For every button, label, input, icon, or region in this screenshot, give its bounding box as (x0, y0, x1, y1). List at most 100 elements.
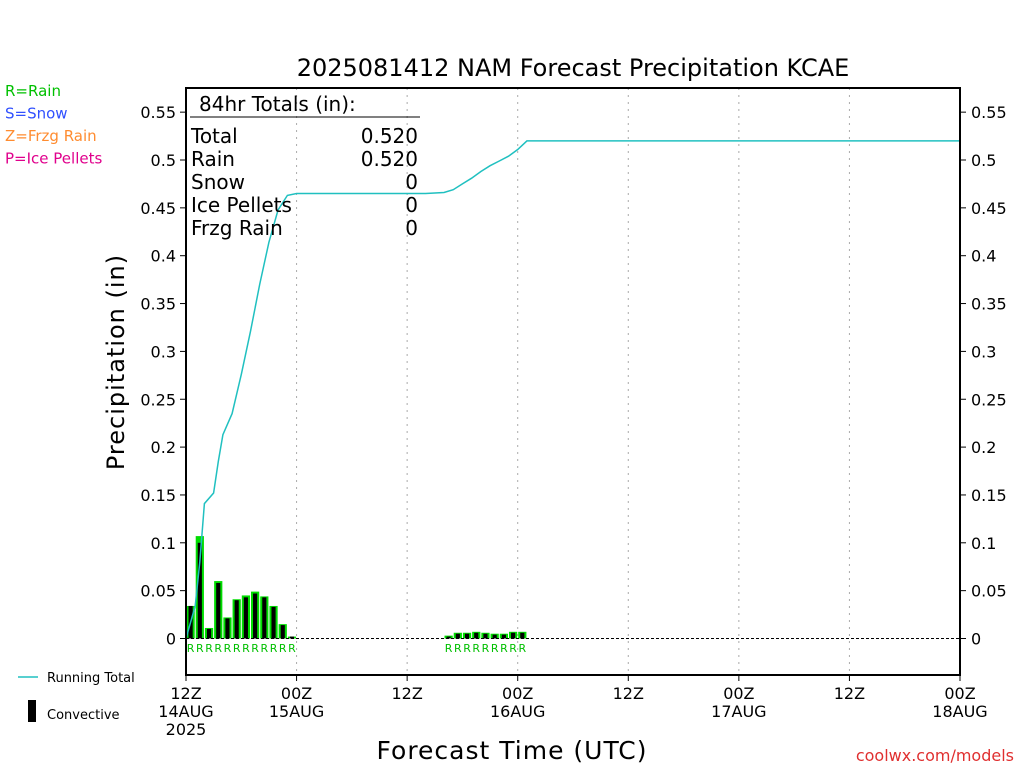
legend: Running Total Convective (18, 671, 135, 723)
y-tick-label-right: 0.5 (971, 151, 996, 170)
totals-row-value: 0 (405, 170, 418, 194)
convective-precip-bar (243, 597, 248, 639)
y-tick-label: 0.4 (151, 247, 176, 266)
y-tick-label-right: 0 (971, 630, 981, 649)
convective-precip-bar (501, 634, 506, 639)
ptype-legend: R=Rain S=Snow Z=Frzg Rain P=Ice Pellets (5, 82, 102, 168)
ptype-letter: R (518, 642, 526, 655)
convective-precip-bar (206, 628, 212, 639)
totals-row-value: 0 (405, 216, 418, 240)
y-tick-label-right: 0.45 (971, 199, 1007, 218)
ptype-letter: R (187, 642, 195, 655)
x-tick-label: 12Z (834, 684, 865, 703)
ptype-legend-item: P=Ice Pellets (5, 150, 102, 168)
totals-header: 84hr Totals (in): (199, 92, 356, 116)
y-tick-label: 0.15 (140, 486, 176, 505)
ptype-letter: R (260, 642, 268, 655)
totals-row-label: Snow (191, 170, 245, 194)
x-tick-label: 14AUG (158, 702, 213, 721)
x-tick-label: 15AUG (269, 702, 324, 721)
y-tick-label-right: 0.4 (971, 247, 996, 266)
convective-precip-bar (271, 606, 276, 639)
ptype-letter: R (491, 642, 499, 655)
legend-running-total-label: Running Total (47, 671, 135, 686)
y-tick-label: 0.25 (140, 390, 176, 409)
y-tick-label: 0.5 (151, 151, 176, 170)
ptype-letter: R (270, 642, 278, 655)
convective-precip-bar (280, 625, 285, 639)
totals-rows: Total 0.520 Rain 0.520 Snow 0 Ice Pellets 0 Frzg… (190, 124, 418, 240)
convective-precip-bar (216, 582, 221, 639)
y-axis-right: 0 0.05 0.1 0.15 0.2 0.25 0.3 0.35 0.4 0.45 0.5 0.55 (960, 103, 1007, 649)
convective-precip-bar (464, 633, 470, 639)
convective-precip-bar (474, 632, 479, 639)
legend-convective-label: Convective (47, 708, 120, 723)
y-tick-label: 0.35 (140, 295, 176, 314)
ptype-letter: R (251, 642, 259, 655)
x-tick-label: 2025 (166, 720, 207, 739)
totals-row-label: Frzg Rain (191, 216, 283, 240)
x-tick-label: 12Z (391, 684, 422, 703)
y-tick-label-right: 0.2 (971, 438, 996, 457)
ptype-letter: R (233, 642, 241, 655)
y-tick-label-right: 0.55 (971, 103, 1007, 122)
ptype-letter: R (463, 642, 471, 655)
convective-precip-bar (455, 633, 460, 639)
ptype-letter: R (242, 642, 250, 655)
y-tick-label: 0.2 (151, 438, 176, 457)
totals-row-value: 0.520 (361, 124, 418, 148)
ptype-letter: R (214, 642, 222, 655)
y-axis-label: Precipitation (in) (102, 254, 130, 470)
y-tick-label: 0.3 (151, 342, 176, 361)
totals-row-label: Total (190, 124, 238, 148)
convective-precip-bar (289, 636, 295, 639)
convective-precip-bar (197, 542, 202, 639)
y-tick-label-right: 0.15 (971, 486, 1007, 505)
watermark: coolwx.com/models (856, 746, 1014, 765)
legend-convective-swatch (28, 700, 36, 722)
ptype-letter: R (205, 642, 213, 655)
x-tick-label: 16AUG (490, 702, 545, 721)
convective-precip-bar (520, 632, 525, 639)
totals-row-value: 0.520 (361, 147, 418, 171)
convective-precip-bar (492, 634, 497, 639)
ptype-letter: R (196, 642, 204, 655)
totals-row-label: Ice Pellets (191, 193, 292, 217)
ptype-letter: R (482, 642, 490, 655)
x-tick-label: 00Z (944, 684, 975, 703)
y-tick-label: 0.1 (151, 534, 176, 553)
x-tick-label: 00Z (723, 684, 754, 703)
ptype-legend-item: S=Snow (5, 105, 68, 123)
plot-frame (185, 87, 961, 676)
x-tick-label: 18AUG (932, 702, 987, 721)
x-tick-label: 00Z (281, 684, 312, 703)
y-tick-label-right: 0.25 (971, 390, 1007, 409)
totals-row-value: 0 (405, 193, 418, 217)
convective-precip-bar (225, 618, 230, 639)
ptype-letter: R (509, 642, 517, 655)
convective-precip-bar (511, 632, 516, 639)
x-tick-label: 00Z (502, 684, 533, 703)
y-tick-label: 0.45 (140, 199, 176, 218)
ptype-letter: R (454, 642, 462, 655)
y-tick-label: 0.55 (140, 103, 176, 122)
ptype-legend-item: Z=Frzg Rain (5, 127, 97, 145)
y-tick-label: 0.05 (140, 582, 176, 601)
y-axis-left: 0 0.05 0.1 0.15 0.2 0.25 0.3 0.35 0.4 0.45 0.5 0.55 (140, 103, 186, 649)
chart-title: 2025081412 NAM Forecast Precipitation KC… (297, 54, 850, 82)
ptype-letter: R (500, 642, 508, 655)
y-tick-label-right: 0.35 (971, 295, 1007, 314)
x-axis-label: Forecast Time (UTC) (377, 736, 648, 765)
ptype-letter: R (279, 642, 287, 655)
y-tick-label: 0 (166, 630, 176, 649)
ptype-letter: R (224, 642, 232, 655)
running-total-line (185, 140, 960, 639)
ptype-letter: R (445, 642, 453, 655)
totals-box: 84hr Totals (in): Total 0.520 Rain 0.520 Sno… (190, 92, 420, 240)
totals-row-label: Rain (191, 147, 235, 171)
x-tick-label: 12Z (170, 684, 201, 703)
ptype-letter: R (472, 642, 480, 655)
